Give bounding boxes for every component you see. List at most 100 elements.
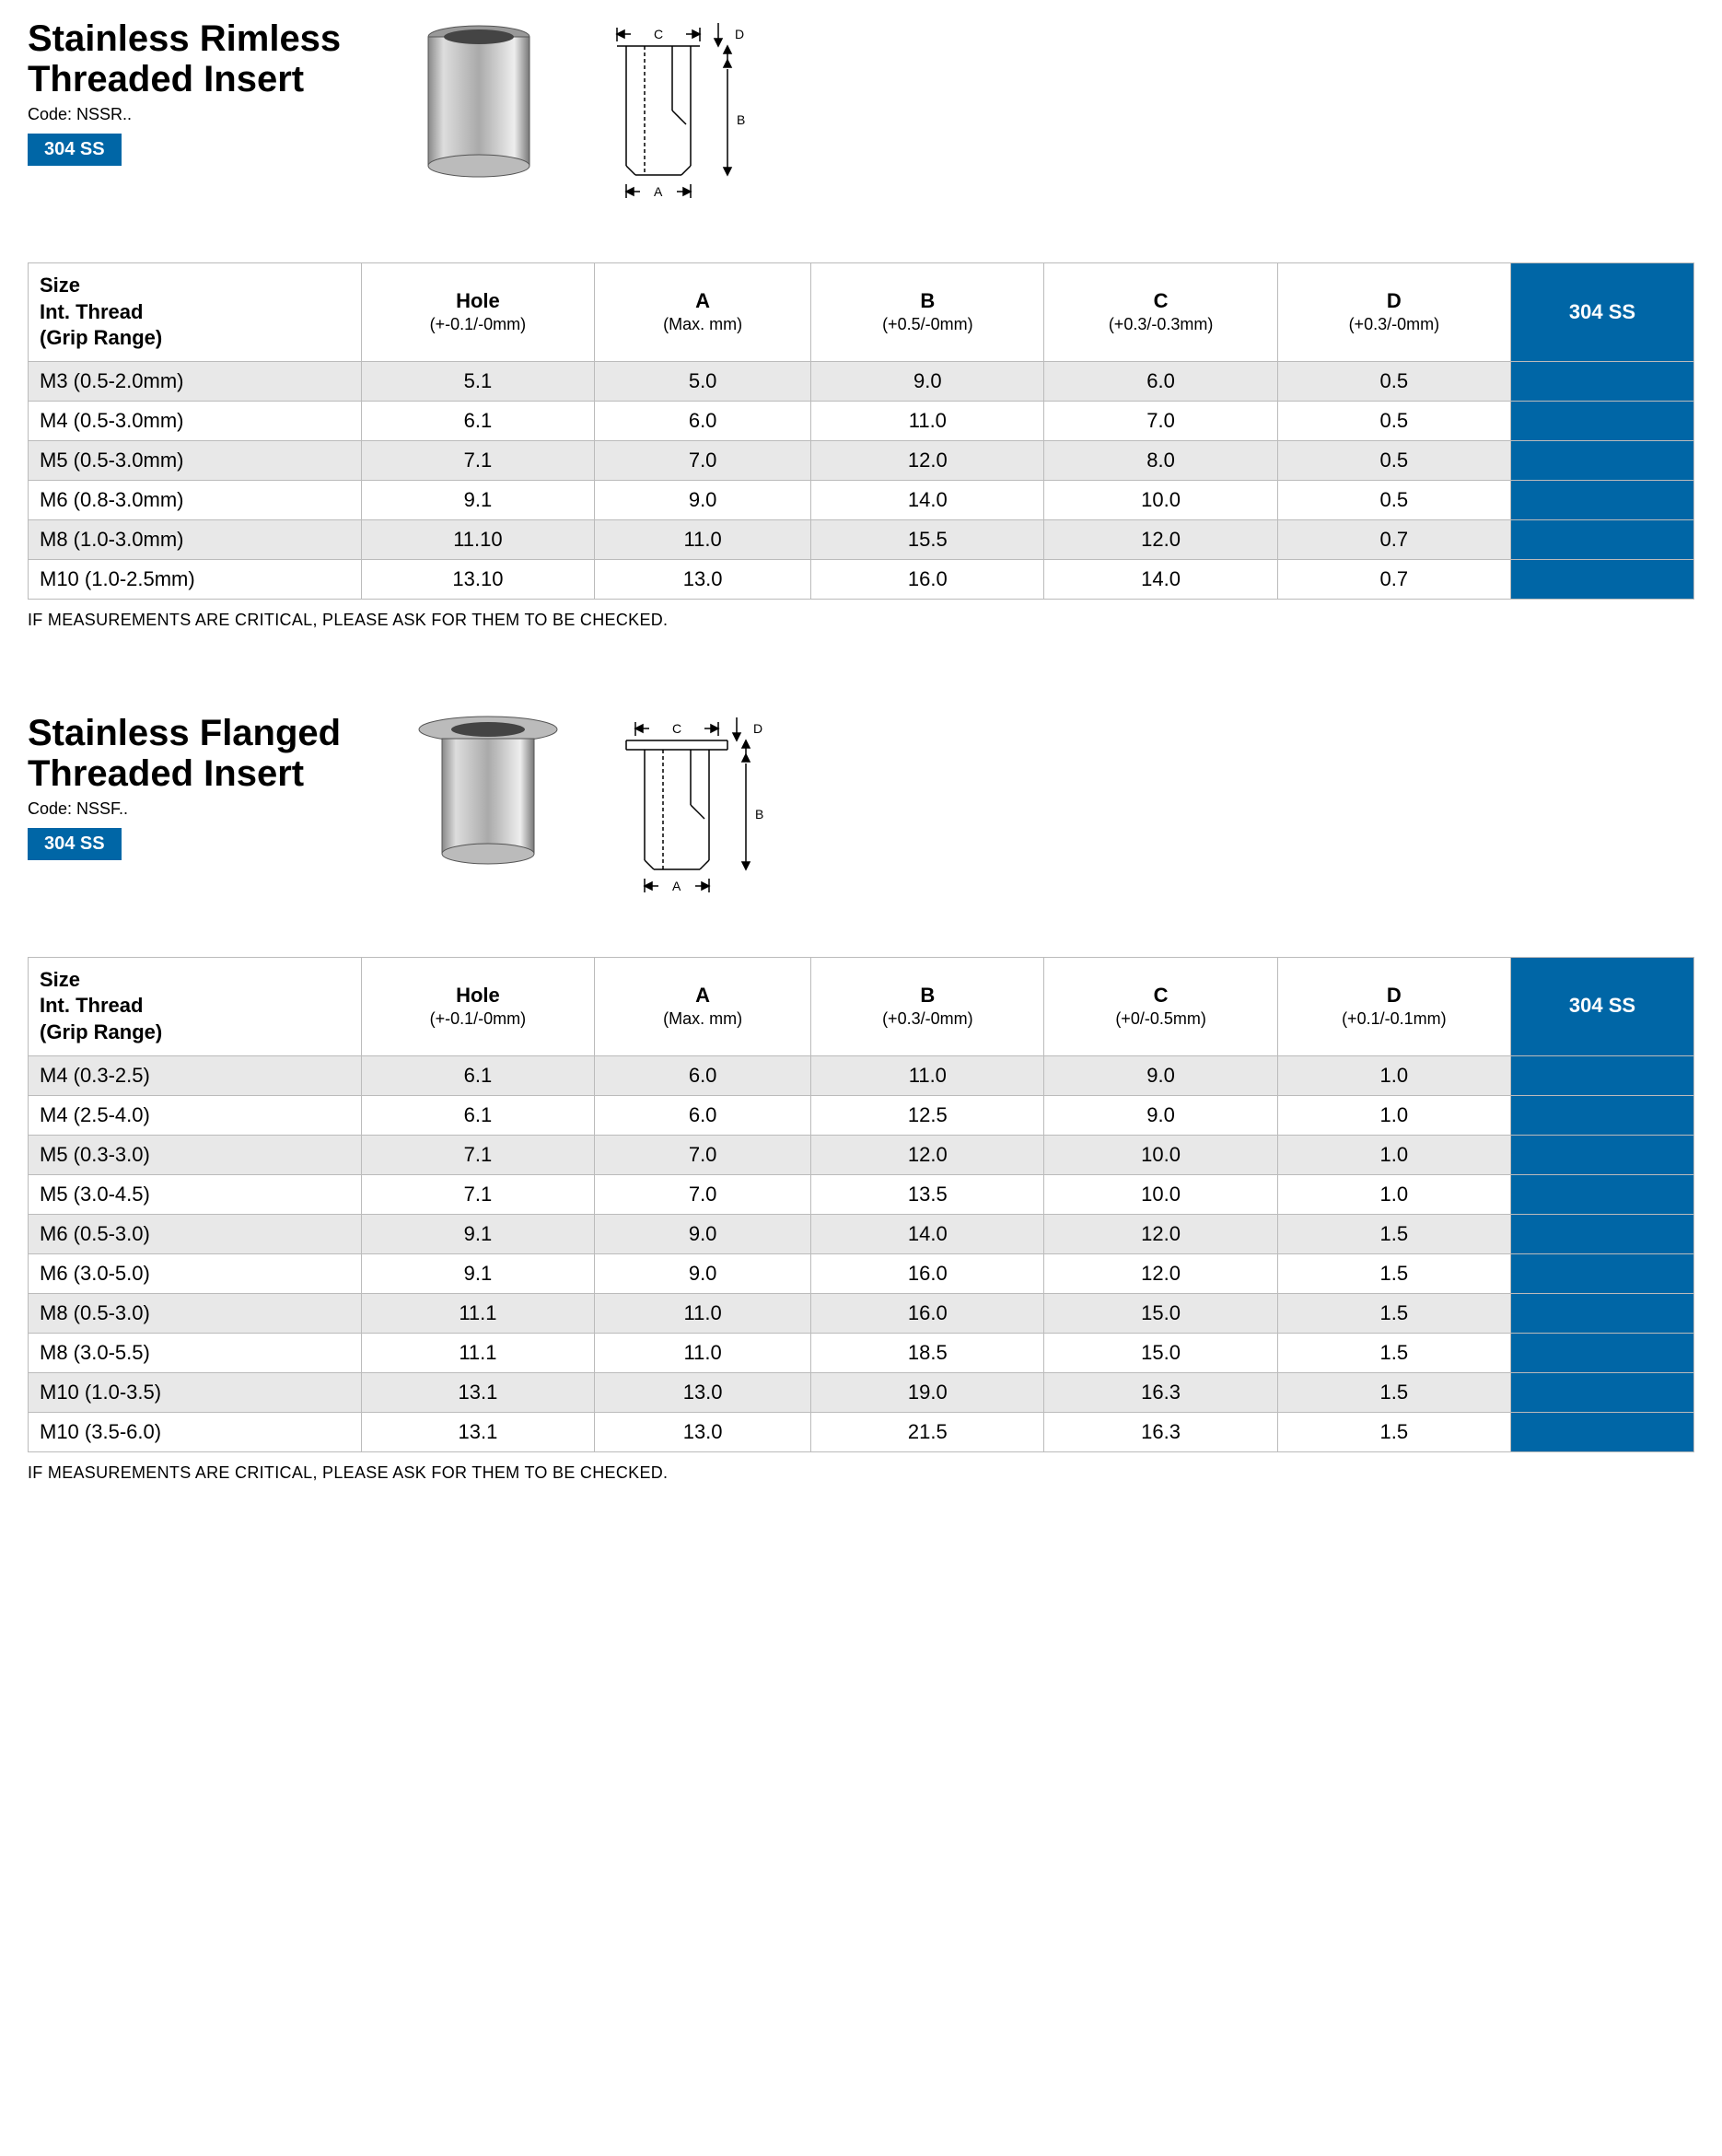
footnote: IF MEASUREMENTS ARE CRITICAL, PLEASE ASK… (28, 1463, 1694, 1483)
cell-size: M4 (0.3-2.5) (29, 1055, 362, 1095)
col-c-sub: (+0.3/-0.3mm) (1052, 314, 1269, 335)
table-row: M8 (1.0-3.0mm) 11.10 11.0 15.5 12.0 0.7 (29, 519, 1694, 559)
col-a: A (Max. mm) (595, 957, 811, 1055)
cell-b: 18.5 (811, 1333, 1044, 1372)
cell-hole: 9.1 (361, 1214, 594, 1253)
col-size: Size Int. Thread (Grip Range) (29, 263, 362, 362)
cell-a: 13.0 (595, 1372, 811, 1412)
table-row: M10 (3.5-6.0) 13.1 13.0 21.5 16.3 1.5 (29, 1412, 1694, 1451)
cell-a: 11.0 (595, 1293, 811, 1333)
cell-material (1510, 1174, 1693, 1214)
cell-material (1510, 480, 1693, 519)
cell-a: 9.0 (595, 480, 811, 519)
table-row: M10 (1.0-2.5mm) 13.10 13.0 16.0 14.0 0.7 (29, 559, 1694, 599)
table-row: M6 (3.0-5.0) 9.1 9.0 16.0 12.0 1.5 (29, 1253, 1694, 1293)
col-b: B (+0.5/-0mm) (811, 263, 1044, 362)
svg-text:C: C (672, 721, 681, 736)
cell-a: 7.0 (595, 440, 811, 480)
dimension-diagram: C D B A (599, 713, 801, 897)
col-d: D (+0.3/-0mm) (1277, 263, 1510, 362)
table-row: M8 (3.0-5.5) 11.1 11.0 18.5 15.0 1.5 (29, 1333, 1694, 1372)
cell-d: 1.0 (1277, 1174, 1510, 1214)
table-row: M8 (0.5-3.0) 11.1 11.0 16.0 15.0 1.5 (29, 1293, 1694, 1333)
table-row: M5 (0.5-3.0mm) 7.1 7.0 12.0 8.0 0.5 (29, 440, 1694, 480)
cell-hole: 11.1 (361, 1333, 594, 1372)
cell-material (1510, 519, 1693, 559)
cell-size: M8 (1.0-3.0mm) (29, 519, 362, 559)
cell-size: M10 (1.0-3.5) (29, 1372, 362, 1412)
product-photo-rimless (414, 18, 543, 184)
cell-hole: 13.1 (361, 1372, 594, 1412)
cell-size: M10 (3.5-6.0) (29, 1412, 362, 1451)
table-row: M6 (0.5-3.0) 9.1 9.0 14.0 12.0 1.5 (29, 1214, 1694, 1253)
col-d: D (+0.1/-0.1mm) (1277, 957, 1510, 1055)
svg-text:C: C (654, 27, 663, 41)
cell-d: 0.7 (1277, 519, 1510, 559)
table-header-row: Size Int. Thread (Grip Range) Hole (+-0.… (29, 263, 1694, 362)
title-line1: Stainless Flanged (28, 713, 341, 753)
footnote: IF MEASUREMENTS ARE CRITICAL, PLEASE ASK… (28, 611, 1694, 630)
cell-b: 14.0 (811, 480, 1044, 519)
title-line2: Threaded Insert (28, 753, 304, 794)
material-badge: 304 SS (28, 828, 122, 860)
col-d-label: D (1387, 984, 1402, 1007)
svg-text:D: D (753, 721, 762, 736)
product-photo-flanged (414, 713, 562, 869)
col-d-sub: (+0.3/-0mm) (1286, 314, 1503, 335)
cell-size: M5 (0.3-3.0) (29, 1135, 362, 1174)
cell-d: 1.0 (1277, 1095, 1510, 1135)
cell-c: 9.0 (1044, 1055, 1277, 1095)
cell-a: 9.0 (595, 1253, 811, 1293)
cell-c: 6.0 (1044, 361, 1277, 401)
cell-size: M6 (3.0-5.0) (29, 1253, 362, 1293)
col-hole-sub: (+-0.1/-0mm) (369, 1008, 587, 1030)
material-badge: 304 SS (28, 134, 122, 166)
cell-material (1510, 559, 1693, 599)
title-line1: Stainless Rimless (28, 18, 341, 59)
cell-a: 7.0 (595, 1135, 811, 1174)
cell-material (1510, 1293, 1693, 1333)
cell-c: 16.3 (1044, 1412, 1277, 1451)
cell-d: 1.5 (1277, 1372, 1510, 1412)
col-d-label: D (1387, 289, 1402, 312)
product-section: Stainless Flanged Threaded Insert Code: … (28, 713, 1694, 1483)
col-a-label: A (695, 984, 710, 1007)
cell-material (1510, 361, 1693, 401)
col-hole-sub: (+-0.1/-0mm) (369, 314, 587, 335)
cell-c: 16.3 (1044, 1372, 1277, 1412)
svg-text:B: B (755, 807, 763, 822)
svg-text:B: B (737, 112, 745, 127)
col-hole-label: Hole (456, 984, 500, 1007)
cell-b: 19.0 (811, 1372, 1044, 1412)
cell-c: 7.0 (1044, 401, 1277, 440)
col-c-sub: (+0/-0.5mm) (1052, 1008, 1269, 1030)
col-size-sub2: (Grip Range) (40, 326, 162, 349)
cell-c: 9.0 (1044, 1095, 1277, 1135)
product-title: Stainless Rimless Threaded Insert (28, 18, 378, 99)
col-a: A (Max. mm) (595, 263, 811, 362)
col-hole-label: Hole (456, 289, 500, 312)
cell-b: 16.0 (811, 1293, 1044, 1333)
cell-a: 13.0 (595, 559, 811, 599)
header-row: Stainless Flanged Threaded Insert Code: … (28, 713, 1694, 902)
col-c: C (+0.3/-0.3mm) (1044, 263, 1277, 362)
cell-b: 14.0 (811, 1214, 1044, 1253)
col-hole: Hole (+-0.1/-0mm) (361, 957, 594, 1055)
title-line2: Threaded Insert (28, 59, 304, 99)
cell-a: 6.0 (595, 401, 811, 440)
col-b-label: B (920, 289, 935, 312)
cell-b: 15.5 (811, 519, 1044, 559)
cell-hole: 13.1 (361, 1412, 594, 1451)
cell-b: 16.0 (811, 1253, 1044, 1293)
cell-hole: 11.10 (361, 519, 594, 559)
col-d-sub: (+0.1/-0.1mm) (1286, 1008, 1503, 1030)
cell-d: 1.0 (1277, 1055, 1510, 1095)
cell-d: 0.5 (1277, 361, 1510, 401)
cell-hole: 11.1 (361, 1293, 594, 1333)
cell-hole: 7.1 (361, 1174, 594, 1214)
cell-b: 16.0 (811, 559, 1044, 599)
cell-a: 9.0 (595, 1214, 811, 1253)
product-image (414, 713, 562, 869)
header-row: Stainless Rimless Threaded Insert Code: … (28, 18, 1694, 207)
cell-material (1510, 1253, 1693, 1293)
